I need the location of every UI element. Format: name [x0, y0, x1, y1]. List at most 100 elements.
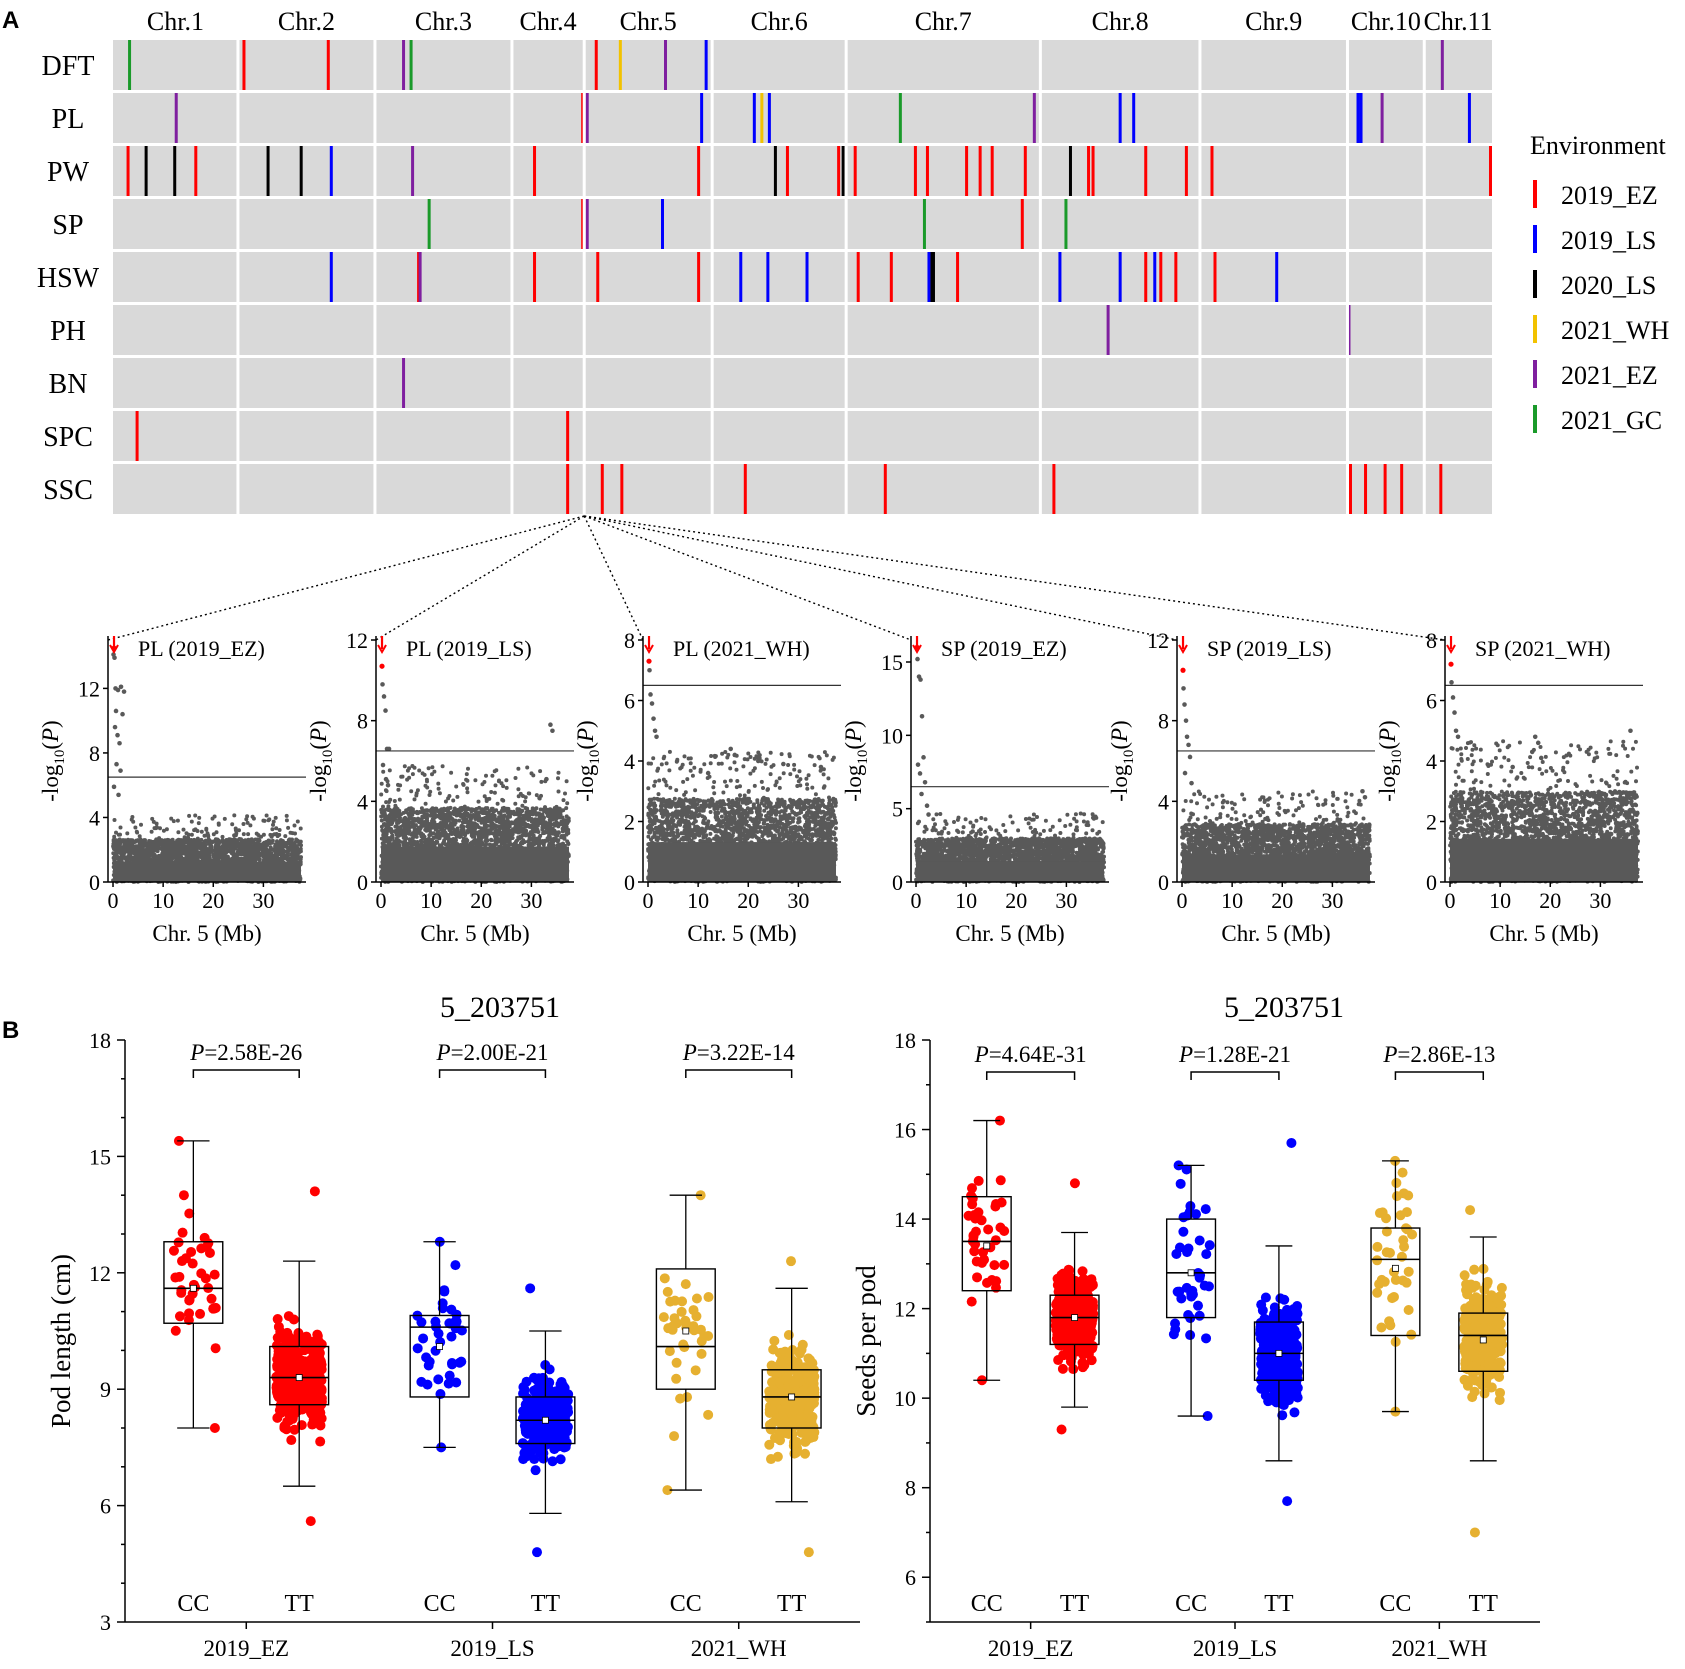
- data-point: [1379, 1276, 1390, 1287]
- data-point: [526, 1398, 537, 1409]
- data-point: [525, 1416, 536, 1427]
- x-axis-label: Chr. 5 (Mb): [687, 921, 796, 946]
- qtl-hit-mark: [242, 40, 246, 90]
- chromosome-label: Chr.4: [520, 7, 577, 36]
- snp-point: [1449, 680, 1454, 685]
- data-point: [1483, 1359, 1494, 1370]
- data-point: [703, 1409, 714, 1420]
- qtl-hit-mark: [760, 93, 764, 143]
- x-axis-label: Chr. 5 (Mb): [1489, 921, 1598, 946]
- data-point: [966, 1190, 977, 1201]
- qtl-hit-mark: [126, 146, 130, 196]
- trait-track: [113, 252, 1492, 302]
- data-point: [978, 1247, 989, 1258]
- data-point: [313, 1349, 324, 1360]
- p-value-label: P=2.00E-21: [436, 1040, 549, 1065]
- y-tick-label: 6: [100, 1494, 111, 1519]
- snp-point: [117, 740, 122, 746]
- zoom-connector-line: [583, 515, 644, 641]
- qtl-hit-mark: [427, 199, 431, 249]
- qtl-hit-mark: [596, 252, 600, 302]
- data-point: [972, 1272, 983, 1283]
- qtl-hit-mark: [1488, 146, 1492, 196]
- data-point: [671, 1318, 682, 1329]
- snp-point: [926, 812, 931, 817]
- data-point: [305, 1516, 316, 1527]
- data-point: [1181, 1164, 1192, 1175]
- data-point: [1465, 1304, 1476, 1315]
- data-point: [299, 1337, 310, 1348]
- trait-label: PH: [50, 316, 86, 347]
- lead-snp-arrowhead: [912, 644, 922, 655]
- trait-label: PL: [52, 104, 85, 135]
- qtl-hit-mark: [411, 146, 415, 196]
- qtl-hit-mark: [700, 93, 704, 143]
- plot-title: SP (2019_LS): [1207, 636, 1331, 661]
- data-point: [454, 1357, 465, 1368]
- data-point: [1256, 1299, 1267, 1310]
- snp-point: [113, 708, 119, 714]
- data-point: [766, 1405, 777, 1416]
- legend-swatch: [1533, 315, 1537, 343]
- zoom-connector-line: [584, 515, 1446, 641]
- snp-point: [544, 776, 549, 782]
- data-point: [209, 1423, 220, 1433]
- snp-dense-band: [1182, 854, 1370, 882]
- zoom-connector-line: [583, 515, 912, 641]
- data-point: [1469, 1527, 1480, 1538]
- qtl-hit-mark: [1118, 252, 1122, 302]
- data-point: [279, 1342, 290, 1353]
- qtl-hit-mark: [585, 199, 589, 249]
- data-point: [1183, 1243, 1194, 1254]
- data-point: [519, 1439, 530, 1450]
- data-point: [1067, 1337, 1078, 1348]
- y-axis-label: Seeds per pod: [851, 1265, 881, 1417]
- qtl-hit-mark: [409, 40, 413, 90]
- data-point: [1194, 1235, 1205, 1246]
- zoom-connectors: [107, 515, 1446, 641]
- data-point: [446, 1357, 457, 1368]
- data-point: [552, 1435, 563, 1446]
- trait-label: SP: [52, 210, 83, 241]
- genotype-label: CC: [177, 1591, 209, 1617]
- qtl-hit-mark: [922, 199, 926, 249]
- box: [409, 1314, 470, 1398]
- data-point: [1494, 1372, 1505, 1383]
- data-point: [1489, 1347, 1500, 1358]
- trait-track: [113, 93, 1492, 143]
- data-point: [176, 1287, 187, 1298]
- data-point: [779, 1358, 790, 1369]
- y-tick-label: 8: [905, 1476, 916, 1501]
- data-point: [1266, 1361, 1277, 1372]
- y-tick-label: 3: [100, 1610, 111, 1635]
- x-tick-label: 30: [1589, 888, 1611, 913]
- data-point: [1403, 1305, 1414, 1316]
- snp-point: [922, 779, 928, 785]
- lead-snp-arrowhead: [1446, 644, 1456, 655]
- data-point: [982, 1277, 993, 1288]
- data-point: [1052, 1335, 1063, 1346]
- data-point: [680, 1279, 691, 1290]
- x-tick-label: 30: [1321, 888, 1343, 913]
- y-tick-label: 0: [624, 870, 635, 895]
- data-point: [443, 1378, 454, 1389]
- y-tick-label: 12: [894, 1297, 916, 1322]
- data-point: [691, 1293, 702, 1304]
- qtl-hit-mark: [1068, 146, 1072, 196]
- qtl-hit-mark: [1359, 93, 1363, 143]
- data-point: [1372, 1255, 1383, 1266]
- legend-label: 2021_EZ: [1561, 361, 1658, 390]
- data-point: [1203, 1281, 1214, 1292]
- data-point: [444, 1318, 455, 1329]
- data-point: [293, 1361, 304, 1372]
- data-point: [1086, 1355, 1097, 1366]
- data-point: [968, 1235, 979, 1246]
- qtl-hit-mark: [144, 146, 148, 196]
- data-point: [979, 1254, 990, 1265]
- mean-marker: [1392, 1264, 1399, 1272]
- p-value-label: P=3.22E-14: [682, 1040, 795, 1065]
- snp-point: [651, 716, 656, 721]
- x-tick-label: 0: [911, 888, 922, 913]
- snp-point: [383, 708, 388, 713]
- data-point: [1064, 1281, 1075, 1292]
